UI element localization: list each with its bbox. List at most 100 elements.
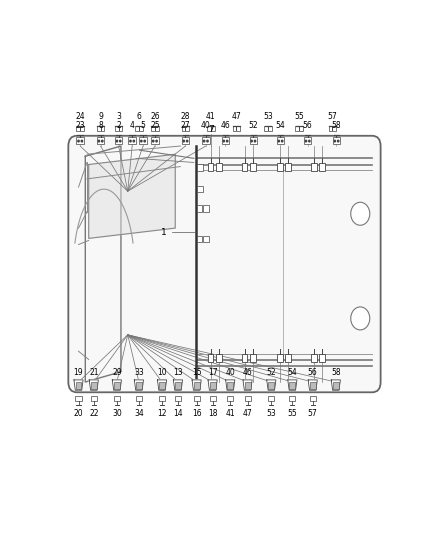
Polygon shape <box>157 380 166 390</box>
Bar <box>290 382 295 389</box>
Circle shape <box>334 140 336 142</box>
Circle shape <box>102 140 103 142</box>
Bar <box>197 236 202 243</box>
Text: 26: 26 <box>150 111 160 120</box>
Bar <box>159 382 165 389</box>
Bar <box>197 164 203 171</box>
Bar <box>194 382 200 389</box>
Polygon shape <box>243 380 252 390</box>
Bar <box>175 382 181 389</box>
Text: 34: 34 <box>134 409 144 418</box>
Bar <box>319 163 325 172</box>
Bar <box>310 382 316 389</box>
Text: 15: 15 <box>192 368 201 377</box>
Text: 46: 46 <box>221 120 230 130</box>
Bar <box>91 395 97 401</box>
Text: 40: 40 <box>226 368 235 377</box>
Text: 18: 18 <box>208 409 217 418</box>
Text: 7: 7 <box>208 125 214 134</box>
Bar <box>250 354 256 362</box>
Text: 17: 17 <box>208 368 217 377</box>
Bar <box>244 382 251 389</box>
Bar <box>77 126 84 131</box>
Text: 54: 54 <box>287 368 297 377</box>
Text: 23: 23 <box>75 120 85 130</box>
Text: 19: 19 <box>74 368 83 377</box>
Bar <box>277 163 283 172</box>
Text: 25: 25 <box>150 120 160 130</box>
Polygon shape <box>88 154 175 238</box>
Text: 54: 54 <box>276 120 286 130</box>
Text: 40: 40 <box>201 120 211 130</box>
Text: 30: 30 <box>112 409 122 418</box>
Circle shape <box>141 140 142 142</box>
Bar <box>139 137 147 144</box>
Polygon shape <box>267 380 276 390</box>
Bar <box>151 137 159 144</box>
Bar <box>222 137 229 144</box>
Polygon shape <box>226 380 235 390</box>
Text: 5: 5 <box>141 120 145 130</box>
Circle shape <box>203 140 205 142</box>
Bar <box>114 382 120 389</box>
Circle shape <box>282 140 283 142</box>
Polygon shape <box>112 380 121 390</box>
Bar <box>233 126 240 131</box>
Bar <box>136 382 142 389</box>
Bar <box>277 137 284 144</box>
Bar <box>268 382 274 389</box>
Polygon shape <box>74 380 83 390</box>
Bar <box>250 137 257 144</box>
Polygon shape <box>308 380 317 390</box>
Text: 41: 41 <box>226 409 235 418</box>
Circle shape <box>152 140 154 142</box>
Text: 12: 12 <box>157 409 167 418</box>
Circle shape <box>223 140 225 142</box>
Circle shape <box>305 140 307 142</box>
Text: 52: 52 <box>266 368 276 377</box>
Bar <box>285 163 291 172</box>
Circle shape <box>187 140 188 142</box>
Text: 21: 21 <box>89 368 99 377</box>
Bar <box>216 163 222 172</box>
Bar <box>91 382 97 389</box>
Bar <box>77 137 84 144</box>
Text: 13: 13 <box>173 368 183 377</box>
Bar <box>97 126 104 131</box>
Text: 1: 1 <box>160 228 166 237</box>
Bar <box>311 354 317 362</box>
Text: 58: 58 <box>332 120 341 130</box>
Text: 14: 14 <box>173 409 183 418</box>
Circle shape <box>254 140 256 142</box>
Bar <box>304 137 311 144</box>
Text: 52: 52 <box>248 120 258 130</box>
Bar <box>310 395 316 401</box>
Circle shape <box>78 140 79 142</box>
Text: 53: 53 <box>263 111 273 120</box>
Circle shape <box>226 140 228 142</box>
Text: 55: 55 <box>287 409 297 418</box>
Polygon shape <box>173 380 183 390</box>
Bar <box>182 126 189 131</box>
Bar <box>208 354 213 362</box>
Circle shape <box>338 140 339 142</box>
Polygon shape <box>331 380 340 390</box>
FancyBboxPatch shape <box>68 136 381 392</box>
Text: 56: 56 <box>303 120 313 130</box>
Bar <box>151 126 159 131</box>
Polygon shape <box>192 380 201 390</box>
Circle shape <box>251 140 252 142</box>
Bar <box>202 137 209 144</box>
Bar <box>328 126 336 131</box>
Bar <box>250 163 256 172</box>
Polygon shape <box>89 380 99 390</box>
Text: 28: 28 <box>181 111 190 120</box>
Bar <box>182 137 189 144</box>
Bar <box>136 395 142 401</box>
Polygon shape <box>288 380 297 390</box>
Bar <box>333 137 340 144</box>
Bar <box>227 395 233 401</box>
Bar <box>175 395 181 401</box>
Bar <box>264 126 272 131</box>
Bar <box>128 137 136 144</box>
